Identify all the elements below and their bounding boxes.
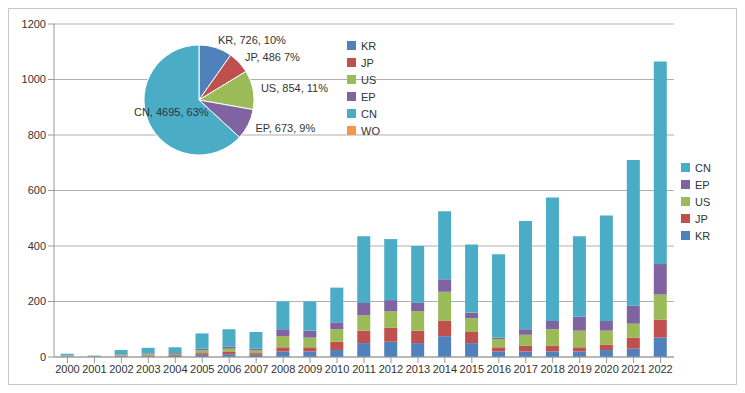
svg-text:2011: 2011 xyxy=(352,363,376,375)
svg-text:2021: 2021 xyxy=(621,363,645,375)
svg-text:2001: 2001 xyxy=(82,363,106,375)
html-text:EP: EP xyxy=(361,90,376,103)
html-text:CN: CN xyxy=(361,107,377,120)
svg-text:1000: 1000 xyxy=(22,73,46,85)
svg-text:2016: 2016 xyxy=(487,363,511,375)
html-text:KR: KR xyxy=(695,229,711,242)
html-text:KR: KR xyxy=(361,39,377,52)
html-text:WO: WO xyxy=(361,124,380,137)
html-text:US: US xyxy=(695,195,711,208)
html-text:JP: JP xyxy=(361,56,374,69)
svg-text:CN, 4695, 63%: CN, 4695, 63% xyxy=(134,106,209,118)
svg-text:2006: 2006 xyxy=(217,363,241,375)
svg-text:2018: 2018 xyxy=(540,363,564,375)
svg-text:2010: 2010 xyxy=(325,363,349,375)
svg-text:2009: 2009 xyxy=(298,363,322,375)
svg-text:2002: 2002 xyxy=(109,363,133,375)
svg-text:0: 0 xyxy=(40,351,46,363)
svg-text:2004: 2004 xyxy=(163,363,187,375)
svg-text:2008: 2008 xyxy=(271,363,295,375)
svg-text:2000: 2000 xyxy=(55,363,79,375)
svg-text:2013: 2013 xyxy=(406,363,430,375)
svg-text:800: 800 xyxy=(28,129,46,141)
svg-text:2003: 2003 xyxy=(136,363,160,375)
svg-text:2015: 2015 xyxy=(460,363,484,375)
svg-text:2019: 2019 xyxy=(567,363,591,375)
html-text:CN: CN xyxy=(695,161,711,174)
svg-text:US, 854, 11%: US, 854, 11% xyxy=(261,82,328,94)
svg-text:2022: 2022 xyxy=(648,363,672,375)
svg-text:EP, 673, 9%: EP, 673, 9% xyxy=(255,122,315,134)
html-text:US: US xyxy=(361,73,377,86)
svg-text:200: 200 xyxy=(28,295,46,307)
svg-text:JP, 486 7%: JP, 486 7% xyxy=(245,51,300,63)
svg-text:400: 400 xyxy=(28,240,46,252)
svg-text:2005: 2005 xyxy=(190,363,214,375)
svg-text:2017: 2017 xyxy=(513,363,537,375)
html-text:JP: JP xyxy=(695,212,708,225)
svg-text:600: 600 xyxy=(28,184,46,196)
html-text:EP: EP xyxy=(695,178,710,191)
svg-text:2007: 2007 xyxy=(244,363,268,375)
svg-text:KR, 726, 10%: KR, 726, 10% xyxy=(218,34,286,46)
svg-text:2020: 2020 xyxy=(594,363,618,375)
svg-text:2012: 2012 xyxy=(379,363,403,375)
svg-text:1200: 1200 xyxy=(22,18,46,30)
svg-text:2014: 2014 xyxy=(433,363,457,375)
